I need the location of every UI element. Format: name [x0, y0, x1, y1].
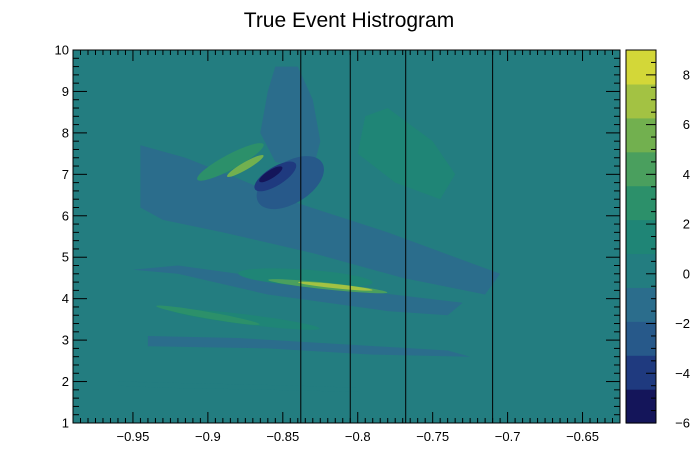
colorbar-tick-label: 6 — [683, 117, 690, 132]
heatmap-blob — [254, 161, 297, 192]
y-tick-label: 1 — [62, 416, 69, 431]
x-tick-label: −0.8 — [345, 429, 371, 444]
colorbar-segment — [626, 117, 656, 153]
y-tick-label: 6 — [62, 208, 69, 223]
heatmap-region — [260, 66, 321, 171]
y-tick-label: 5 — [62, 250, 69, 265]
colorbar-segment — [626, 321, 656, 356]
chart-title: True Event Histrogram — [244, 9, 454, 32]
y-tick-label: 7 — [62, 167, 69, 182]
x-tick-label: −0.9 — [195, 429, 221, 444]
colorbar-segment — [626, 287, 656, 322]
plot-frame — [72, 49, 621, 424]
heatmap-blob — [227, 155, 264, 177]
colorbar-tick-label: −4 — [675, 366, 690, 381]
colorbar-tick-label: −2 — [675, 316, 690, 331]
x-tick-label: −0.7 — [495, 429, 521, 444]
colorbar-tick-label: 2 — [683, 217, 690, 232]
colorbar: −6 −4 −2 0 2 4 6 8 — [625, 49, 690, 431]
x-tick-label: −0.75 — [416, 429, 449, 444]
heatmap-blob — [238, 268, 373, 288]
heatmap-blob — [298, 281, 373, 291]
heatmap-region — [357, 108, 456, 200]
colorbar-segment — [626, 50, 656, 85]
colorbar-tick-label: 0 — [683, 266, 690, 281]
heatmap-blob — [197, 143, 264, 181]
vertical-lines — [300, 50, 494, 423]
colorbar-tick-label: 8 — [683, 67, 690, 82]
colorbar-tick-label: −6 — [675, 416, 690, 431]
colorbar-segment — [626, 185, 656, 221]
colorbar-segment — [626, 253, 656, 288]
x-tick-label: −0.65 — [566, 429, 599, 444]
heatmap-region — [147, 336, 471, 357]
y-tick-label: 3 — [62, 333, 69, 348]
heatmap-blob — [259, 166, 283, 183]
x-tick-label: −0.85 — [266, 429, 299, 444]
heatmap-region — [118, 381, 358, 392]
colorbar-segment — [626, 83, 656, 119]
y-axis: 1 2 3 4 5 6 7 8 9 10 — [55, 43, 620, 431]
colorbar-segment — [626, 389, 656, 424]
heatmap-blob — [156, 305, 260, 325]
y-tick-label: 8 — [62, 125, 69, 140]
x-tick-label: −0.95 — [116, 429, 149, 444]
heatmap-region — [132, 265, 463, 316]
colorbar-tick-label: 4 — [683, 167, 690, 182]
y-tick-label: 9 — [62, 84, 69, 99]
y-tick-label: 4 — [62, 291, 69, 306]
x-axis: −0.95 −0.9 −0.85 −0.8 −0.75 −0.7 −0.65 — [72, 50, 621, 444]
y-tick-label: 2 — [62, 374, 69, 389]
heatmap-region — [140, 145, 501, 295]
colorbar-segment — [626, 151, 656, 187]
plot-area — [73, 50, 620, 423]
y-tick-label: 10 — [55, 43, 69, 58]
